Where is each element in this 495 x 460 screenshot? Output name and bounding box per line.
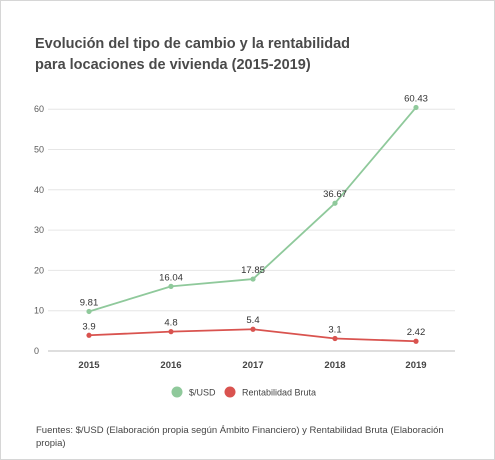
legend-swatch-0 bbox=[171, 386, 183, 398]
y-tick-label: 50 bbox=[34, 145, 44, 155]
x-tick-label: 2019 bbox=[405, 360, 426, 371]
data-label-0: 9.81 bbox=[80, 297, 99, 308]
series-point-1 bbox=[413, 338, 419, 344]
legend: $/USD Rentabilidad Bruta bbox=[171, 386, 316, 398]
source-note-line-2: propia) bbox=[36, 438, 66, 449]
series-point-0 bbox=[250, 276, 256, 282]
y-tick-label: 40 bbox=[34, 185, 44, 195]
source-note-line-1: Fuentes: $/USD (Elaboración propia según… bbox=[36, 425, 444, 436]
x-axis-ticks: 2015 2016 2017 2018 2019 bbox=[78, 360, 426, 371]
chart-title-line-2: para locaciones de vivienda (2015-2019) bbox=[35, 57, 311, 73]
series-point-0 bbox=[413, 104, 419, 111]
series-point-0 bbox=[332, 200, 338, 206]
series-point-1 bbox=[168, 329, 174, 335]
series-point-1 bbox=[86, 332, 92, 338]
legend-swatch-1 bbox=[224, 386, 236, 398]
y-tick-label: 10 bbox=[34, 306, 44, 316]
data-label-1: 2.42 bbox=[407, 327, 426, 338]
x-tick-label: 2018 bbox=[324, 360, 345, 371]
series-point-1 bbox=[250, 326, 256, 332]
data-label-1: 3.9 bbox=[82, 321, 95, 332]
x-tick-label: 2015 bbox=[78, 360, 100, 371]
y-tick-label: 30 bbox=[34, 225, 44, 235]
chart-title: Evolución del tipo de cambio y la rentab… bbox=[35, 34, 455, 76]
x-tick-label: 2016 bbox=[160, 360, 181, 371]
data-label-1: 5.4 bbox=[246, 315, 259, 326]
data-label-1: 3.1 bbox=[328, 325, 341, 336]
legend-label-1: Rentabilidad Bruta bbox=[242, 388, 316, 398]
y-axis-ticks: 0 10 20 30 40 50 60 bbox=[34, 104, 44, 356]
y-tick-label: 0 bbox=[34, 346, 39, 356]
x-tick-label: 2017 bbox=[242, 360, 263, 371]
series-point-1 bbox=[332, 335, 338, 342]
data-labels: 9.81 16.04 17.85 36.67 60.43 3.9 4.8 5.4 3.1 2.42 bbox=[80, 93, 428, 338]
data-label-0: 36.67 bbox=[323, 189, 347, 200]
grid-lines bbox=[48, 108, 455, 352]
source-note: Fuentes: $/USD (Elaboración propia según… bbox=[36, 424, 466, 450]
legend-label-0: $/USD bbox=[189, 388, 216, 398]
series-lines bbox=[86, 104, 419, 344]
chart-title-line-1: Evolución del tipo de cambio y la rentab… bbox=[35, 36, 351, 52]
y-tick-label: 20 bbox=[34, 265, 44, 275]
series-point-0 bbox=[168, 283, 174, 289]
series-point-0 bbox=[86, 308, 92, 315]
data-label-0: 60.43 bbox=[404, 93, 428, 104]
data-label-1: 4.8 bbox=[164, 318, 177, 329]
data-label-0: 16.04 bbox=[159, 272, 183, 283]
data-label-0: 17.85 bbox=[241, 265, 265, 276]
y-tick-label: 60 bbox=[34, 104, 44, 114]
